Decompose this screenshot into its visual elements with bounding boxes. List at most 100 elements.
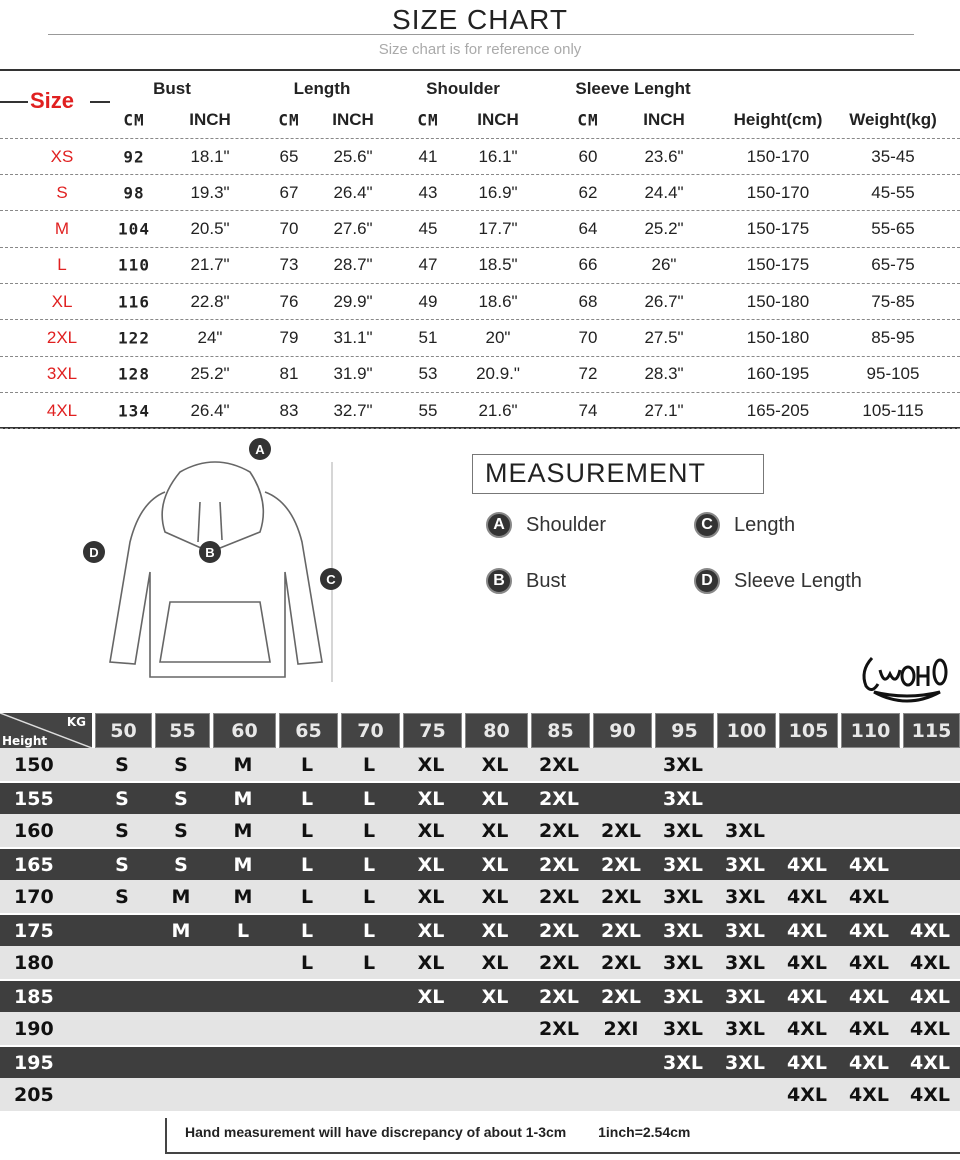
size-cell: 4XL xyxy=(849,885,889,908)
unit-header: INCH xyxy=(189,110,231,129)
size-value: 70 xyxy=(279,219,299,239)
size-cell: M xyxy=(233,753,253,776)
weight-header: 115 xyxy=(903,713,960,748)
unit-header: CM xyxy=(417,110,439,130)
size-cell: 3XL xyxy=(725,853,765,876)
group-sleeve: Sleeve Lenght xyxy=(575,79,691,98)
size-cell: XL xyxy=(481,951,509,974)
size-cell: 3XL xyxy=(663,753,703,776)
size-value: 150-180 xyxy=(746,291,810,311)
size-value: 45-55 xyxy=(871,182,915,202)
inch-conversion: 1inch=2.54cm xyxy=(598,1124,691,1140)
page-subtitle: Size chart is for reference only xyxy=(378,41,582,58)
size-value: 25.6" xyxy=(333,146,373,166)
row-height: 185 xyxy=(14,985,54,1008)
size-cell: 2XL xyxy=(601,885,641,908)
size-cell: L xyxy=(362,853,376,876)
size-value: 128 xyxy=(118,364,150,384)
size-cell: 3XL xyxy=(663,885,703,908)
discrepancy-note: Hand measurement will have discrepancy o… xyxy=(185,1124,567,1140)
badge-d: D xyxy=(694,568,720,594)
size-name: M xyxy=(54,219,70,239)
row-height: 165 xyxy=(14,853,54,876)
legend-label: Sleeve Length xyxy=(734,569,862,592)
footer-note: Hand measurement will have discrepancy o… xyxy=(165,1118,960,1154)
grid-row: 165 S S M L L XL XL 2XL 2XL 3XL 3XL 4XL 4XL xyxy=(0,847,960,880)
size-cell: 2XL xyxy=(539,919,579,942)
size-value: 45 xyxy=(418,219,438,239)
group-bust: Bust xyxy=(153,79,191,98)
size-value: 104 xyxy=(118,219,150,239)
size-value: 60 xyxy=(578,146,598,166)
size-value: 24" xyxy=(197,328,223,347)
size-value: 74 xyxy=(578,400,598,420)
size-cell: M xyxy=(233,819,253,842)
weight-header: 95 xyxy=(655,713,714,748)
size-cell: 3XL xyxy=(725,951,765,974)
size-value: 134 xyxy=(118,401,150,421)
size-cell: L xyxy=(362,951,376,974)
corner-kg: KG xyxy=(66,715,86,729)
size-cell: L xyxy=(362,919,376,942)
size-cell: 4XL xyxy=(787,1017,827,1040)
legend-label: Shoulder xyxy=(526,513,607,536)
size-value: 76 xyxy=(279,291,299,311)
hoodie-diagram: A B C D xyxy=(83,438,342,682)
size-cell: 4XL xyxy=(787,919,827,942)
size-value: 55-65 xyxy=(871,219,915,239)
size-cell: L xyxy=(236,919,250,942)
group-header-row: Bust Length Shoulder Sleeve Lenght xyxy=(0,71,960,102)
size-row: 3XL 128 25.2" 81 31.9" 53 20.9." 72 28.3" 160-195… xyxy=(0,357,960,393)
marker-b: B xyxy=(205,545,214,560)
size-cell: 2XL xyxy=(539,753,579,776)
size-value: 27.1" xyxy=(644,400,684,420)
size-cell: 4XL xyxy=(849,985,889,1008)
badge-a: A xyxy=(486,512,512,538)
size-cell: 4XL xyxy=(787,1083,827,1106)
size-value: 20.9." xyxy=(476,364,520,384)
size-cell: 3XL xyxy=(725,1051,765,1074)
unit-header: INCH xyxy=(643,110,685,129)
row-height: 160 xyxy=(14,819,54,842)
size-value: 150-170 xyxy=(746,146,810,166)
weight-header: 55 xyxy=(155,713,210,748)
size-value: 68 xyxy=(578,291,598,311)
row-height: 205 xyxy=(14,1083,54,1106)
size-cell: XL xyxy=(481,919,509,942)
body-outline xyxy=(109,491,323,678)
size-value: 66 xyxy=(578,255,598,275)
size-cell: 2XL xyxy=(539,853,579,876)
size-name: XL xyxy=(51,291,73,311)
size-value: 47 xyxy=(418,255,438,275)
size-cell: 2XL xyxy=(539,787,579,810)
weight-header: 100 xyxy=(717,713,776,748)
grid-row: 155 S S M L L XL XL 2XL 3XL xyxy=(0,781,960,814)
size-name: 3XL xyxy=(46,364,78,384)
unit-header: CM xyxy=(278,110,300,130)
grid-row: 195 3XL 3XL 4XL 4XL 4XL xyxy=(0,1045,960,1078)
row-height: 175 xyxy=(14,919,54,942)
size-value: 150-170 xyxy=(746,182,810,202)
size-cell: 3XL xyxy=(725,919,765,942)
badge-c: C xyxy=(694,512,720,538)
size-cell: 4XL xyxy=(787,985,827,1008)
size-value: 160-195 xyxy=(746,364,810,384)
size-cell: 4XL xyxy=(849,1051,889,1074)
size-row: XS 92 18.1" 65 25.6" 41 16.1" 60 23.6" 150-170 35-… xyxy=(0,139,960,175)
legend-length: C Length xyxy=(694,512,795,538)
size-cell: 3XL xyxy=(725,819,765,842)
size-cell: XL xyxy=(481,787,509,810)
size-value: 18.1" xyxy=(190,146,230,166)
size-row: 2XL 122 24" 79 31.1" 51 20" 70 27.5" 150-180 85-95 xyxy=(0,321,960,357)
weight-header: 50 xyxy=(95,713,152,748)
size-row: XL 116 22.8" 76 29.9" 49 18.6" 68 26.7" 150-180 75… xyxy=(0,284,960,321)
size-value: 51 xyxy=(418,328,438,347)
row-height: 150 xyxy=(14,753,54,776)
weight-header: 75 xyxy=(403,713,462,748)
size-value: 43 xyxy=(418,182,438,202)
size-value: 20" xyxy=(485,328,511,347)
size-cell: L xyxy=(300,951,314,974)
size-value: 73 xyxy=(279,255,299,275)
weight-header: 60 xyxy=(213,713,276,748)
size-value: 165-205 xyxy=(746,400,810,420)
